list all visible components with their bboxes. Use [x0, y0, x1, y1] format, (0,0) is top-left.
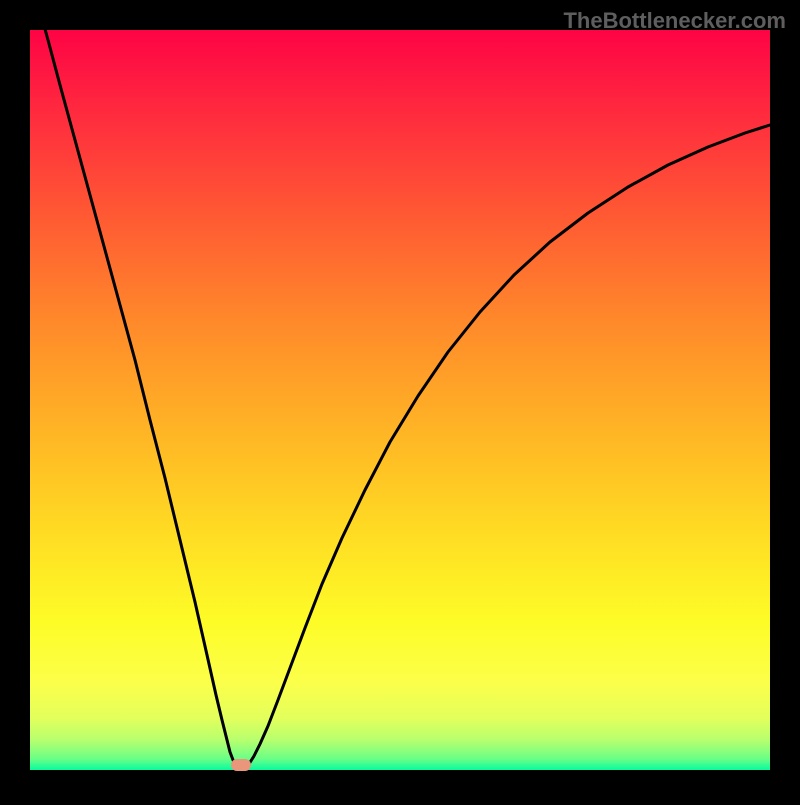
bottleneck-chart-svg [0, 0, 800, 800]
chart-container: { "watermark": { "text": "TheBottlenecke… [0, 0, 800, 800]
watermark-text: TheBottlenecker.com [563, 8, 786, 34]
optimal-point-marker [231, 759, 251, 771]
chart-plot-area [30, 30, 770, 770]
